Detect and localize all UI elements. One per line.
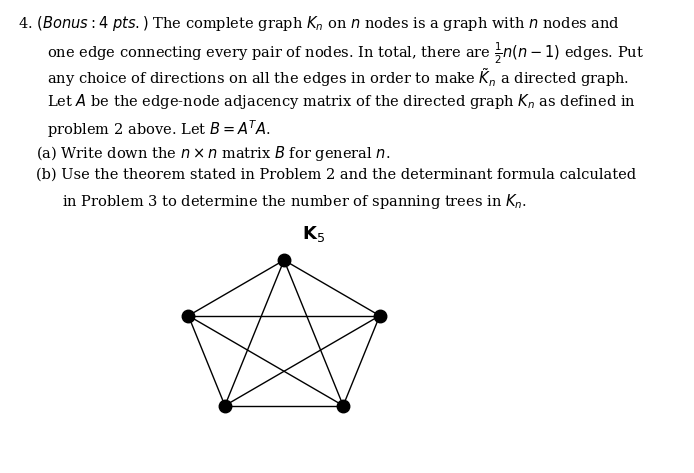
Text: (b) Use the theorem stated in Problem 2 and the determinant formula calculated: (b) Use the theorem stated in Problem 2 … bbox=[35, 168, 636, 182]
Text: $\mathbf{K}_5$: $\mathbf{K}_5$ bbox=[302, 224, 325, 244]
Text: one edge connecting every pair of nodes. In total, there are $\frac{1}{2}n(n-1)$: one edge connecting every pair of nodes.… bbox=[47, 40, 645, 66]
Text: (a) Write down the $n \times n$ matrix $B$ for general $n$.: (a) Write down the $n \times n$ matrix $… bbox=[35, 144, 390, 163]
Text: Let $A$ be the edge-node adjacency matrix of the directed graph $K_n$ as defined: Let $A$ be the edge-node adjacency matri… bbox=[47, 92, 636, 111]
Text: in Problem 3 to determine the number of spanning trees in $K_n$.: in Problem 3 to determine the number of … bbox=[62, 192, 527, 210]
Text: problem 2 above. Let $B = A^T A$.: problem 2 above. Let $B = A^T A$. bbox=[47, 118, 271, 140]
Text: 4. $\it{(Bonus: 4\ pts.)}$ The complete graph $K_n$ on $n$ nodes is a graph with: 4. $\it{(Bonus: 4\ pts.)}$ The complete … bbox=[18, 14, 620, 33]
Text: any choice of directions on all the edges in order to make $\tilde{K}_n$ a direc: any choice of directions on all the edge… bbox=[47, 66, 629, 89]
